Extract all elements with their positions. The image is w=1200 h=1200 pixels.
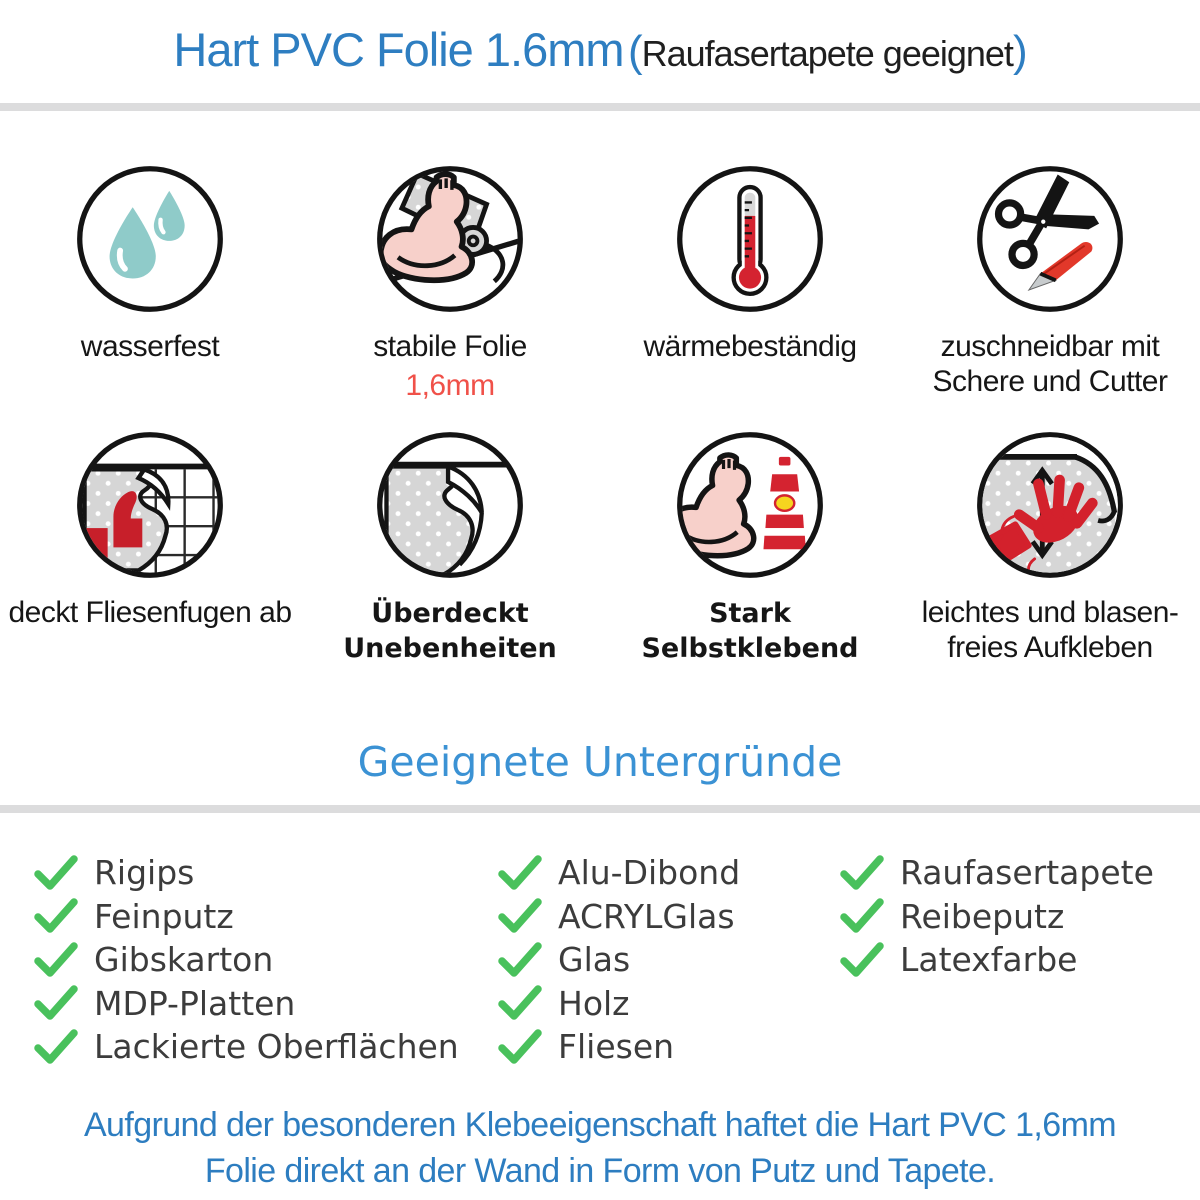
muscle-arm-foil-icon <box>377 166 523 312</box>
surface-label: Feinputz <box>94 896 234 936</box>
divider-top <box>0 103 1200 111</box>
feature-stable-foil: stabile Folie 1,6mm <box>300 162 600 428</box>
check-icon <box>840 855 884 890</box>
list-item: Reibeputz <box>840 895 1200 939</box>
title-main: Hart PVC Folie 1.6mm <box>173 23 624 76</box>
check-icon <box>498 985 542 1020</box>
list-item: ACRYLGlas <box>498 895 840 939</box>
feature-sublabel-thickness: 1,6mm <box>405 368 495 402</box>
scissors-cutter-icon <box>977 166 1123 312</box>
list-item: Fliesen <box>498 1025 840 1069</box>
check-icon <box>34 898 78 933</box>
list-item: Alu-Dibond <box>498 851 840 895</box>
list-item: Raufasertapete <box>840 851 1200 895</box>
feature-label: Stark Selbstklebend <box>641 598 859 665</box>
feature-label: stabile Folie <box>373 330 527 363</box>
surface-label: Holz <box>558 983 630 1023</box>
list-item: Holz <box>498 982 840 1026</box>
foil-fold-icon <box>377 432 523 578</box>
surface-label: Alu-Dibond <box>558 853 741 893</box>
check-icon <box>498 942 542 977</box>
surfaces-column-1: Rigips Feinputz Gibskarton MDP-Platten L… <box>34 851 498 1069</box>
surface-label: MDP-Platten <box>94 983 296 1023</box>
check-icon <box>840 898 884 933</box>
feature-waterproof: wasserfest <box>0 162 300 428</box>
surfaces-list: Rigips Feinputz Gibskarton MDP-Platten L… <box>34 851 1200 1069</box>
feature-label: leichtes und blasen- freies Aufkleben <box>921 596 1179 664</box>
feature-self-adhesive: Stark Selbstklebend <box>600 428 900 694</box>
surface-label: Lackierte Oberflächen <box>94 1027 459 1067</box>
feature-label: zuschneidbar mit Schere und Cutter <box>932 330 1168 398</box>
surface-label: Reibeputz <box>900 896 1065 936</box>
feature-grid: wasserfest <box>0 162 1200 694</box>
surface-label: Raufasertapete <box>900 853 1154 893</box>
title-open-paren: ( <box>627 27 643 76</box>
feature-covers-tile-joints: deckt Fliesenfugen ab <box>0 428 300 694</box>
surfaces-column-2: Alu-Dibond ACRYLGlas Glas Holz Fliesen <box>498 851 840 1069</box>
surface-label: Glas <box>558 940 631 980</box>
list-item: Lackierte Oberflächen <box>34 1025 498 1069</box>
divider-surfaces <box>0 805 1200 813</box>
surface-label: ACRYLGlas <box>558 896 735 936</box>
water-drops-icon <box>77 166 223 312</box>
hand-smoothing-icon <box>977 432 1123 578</box>
list-item: Gibskarton <box>34 938 498 982</box>
muscle-glue-tube-icon <box>677 432 823 578</box>
feature-bubble-free-application: leichtes und blasen- freies Aufkleben <box>900 428 1200 694</box>
check-icon <box>498 898 542 933</box>
list-item: MDP-Platten <box>34 982 498 1026</box>
list-item: Latexfarbe <box>840 938 1200 982</box>
check-icon <box>34 1029 78 1064</box>
title-close-paren: ) <box>1012 27 1028 76</box>
surface-label: Latexfarbe <box>900 940 1078 980</box>
thermometer-icon <box>677 166 823 312</box>
check-icon <box>34 855 78 890</box>
list-item: Feinputz <box>34 895 498 939</box>
surface-label: Gibskarton <box>94 940 274 980</box>
feature-label: deckt Fliesenfugen ab <box>8 596 292 629</box>
feature-heat-resistant: wärmebeständig <box>600 162 900 428</box>
page-title: Hart PVC Folie 1.6mm (Raufasertapete gee… <box>0 22 1200 77</box>
feature-cuttable: zuschneidbar mit Schere und Cutter <box>900 162 1200 428</box>
check-icon <box>498 1029 542 1064</box>
list-item: Rigips <box>34 851 498 895</box>
surface-label: Fliesen <box>558 1027 675 1067</box>
surfaces-column-3: Raufasertapete Reibeputz Latexfarbe <box>840 851 1200 1069</box>
feature-label: wärmebeständig <box>643 330 857 363</box>
feature-label: Überdeckt Unebenheiten <box>343 598 557 665</box>
check-icon <box>840 942 884 977</box>
thumb-up-tiles-icon <box>77 432 223 578</box>
list-item: Glas <box>498 938 840 982</box>
title-note: Raufasertapete geeignet <box>641 33 1014 74</box>
check-icon <box>34 985 78 1020</box>
surface-label: Rigips <box>94 853 195 893</box>
adhesive-note: Aufgrund der besonderen Klebeeigenschaft… <box>83 1106 1117 1190</box>
check-icon <box>498 855 542 890</box>
feature-label: wasserfest <box>80 330 220 363</box>
check-icon <box>34 942 78 977</box>
section-title-surfaces: Geeignete Untergründe <box>357 738 843 786</box>
feature-covers-unevenness: Überdeckt Unebenheiten <box>300 428 600 694</box>
